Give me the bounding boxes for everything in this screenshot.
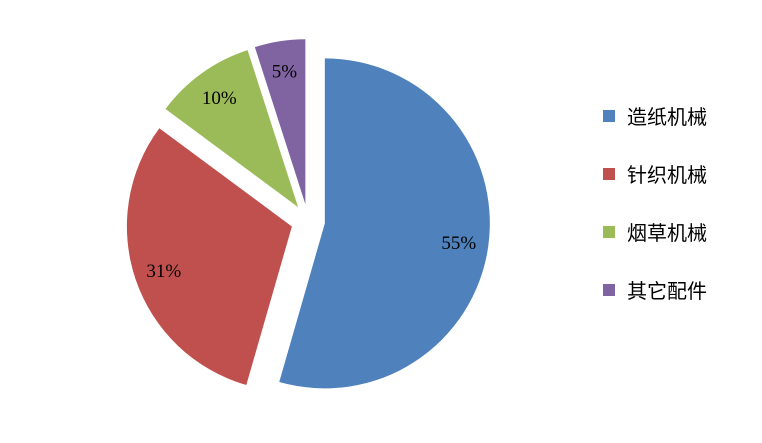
legend-label: 针织机械 (627, 163, 707, 187)
data-label: 55% (441, 233, 476, 254)
legend-item: 烟草机械 (603, 217, 707, 246)
legend-item: 造纸机械 (603, 101, 707, 130)
data-label: 31% (146, 261, 181, 282)
legend-item: 针织机械 (603, 159, 707, 188)
pie-slice (126, 128, 292, 386)
pie-slice (279, 58, 490, 389)
legend-swatch (603, 225, 615, 238)
legend-item: 其它配件 (603, 275, 707, 304)
pie-slice (254, 39, 306, 205)
legend-swatch (603, 283, 615, 296)
data-label: 10% (202, 88, 237, 109)
legend-label: 造纸机械 (627, 105, 707, 129)
legend-label: 其它配件 (627, 279, 707, 303)
legend-swatch (603, 109, 615, 122)
legend-label: 烟草机械 (627, 221, 707, 245)
pie-slice (165, 50, 299, 208)
data-label: 5% (272, 62, 298, 83)
legend-swatch (603, 167, 615, 180)
